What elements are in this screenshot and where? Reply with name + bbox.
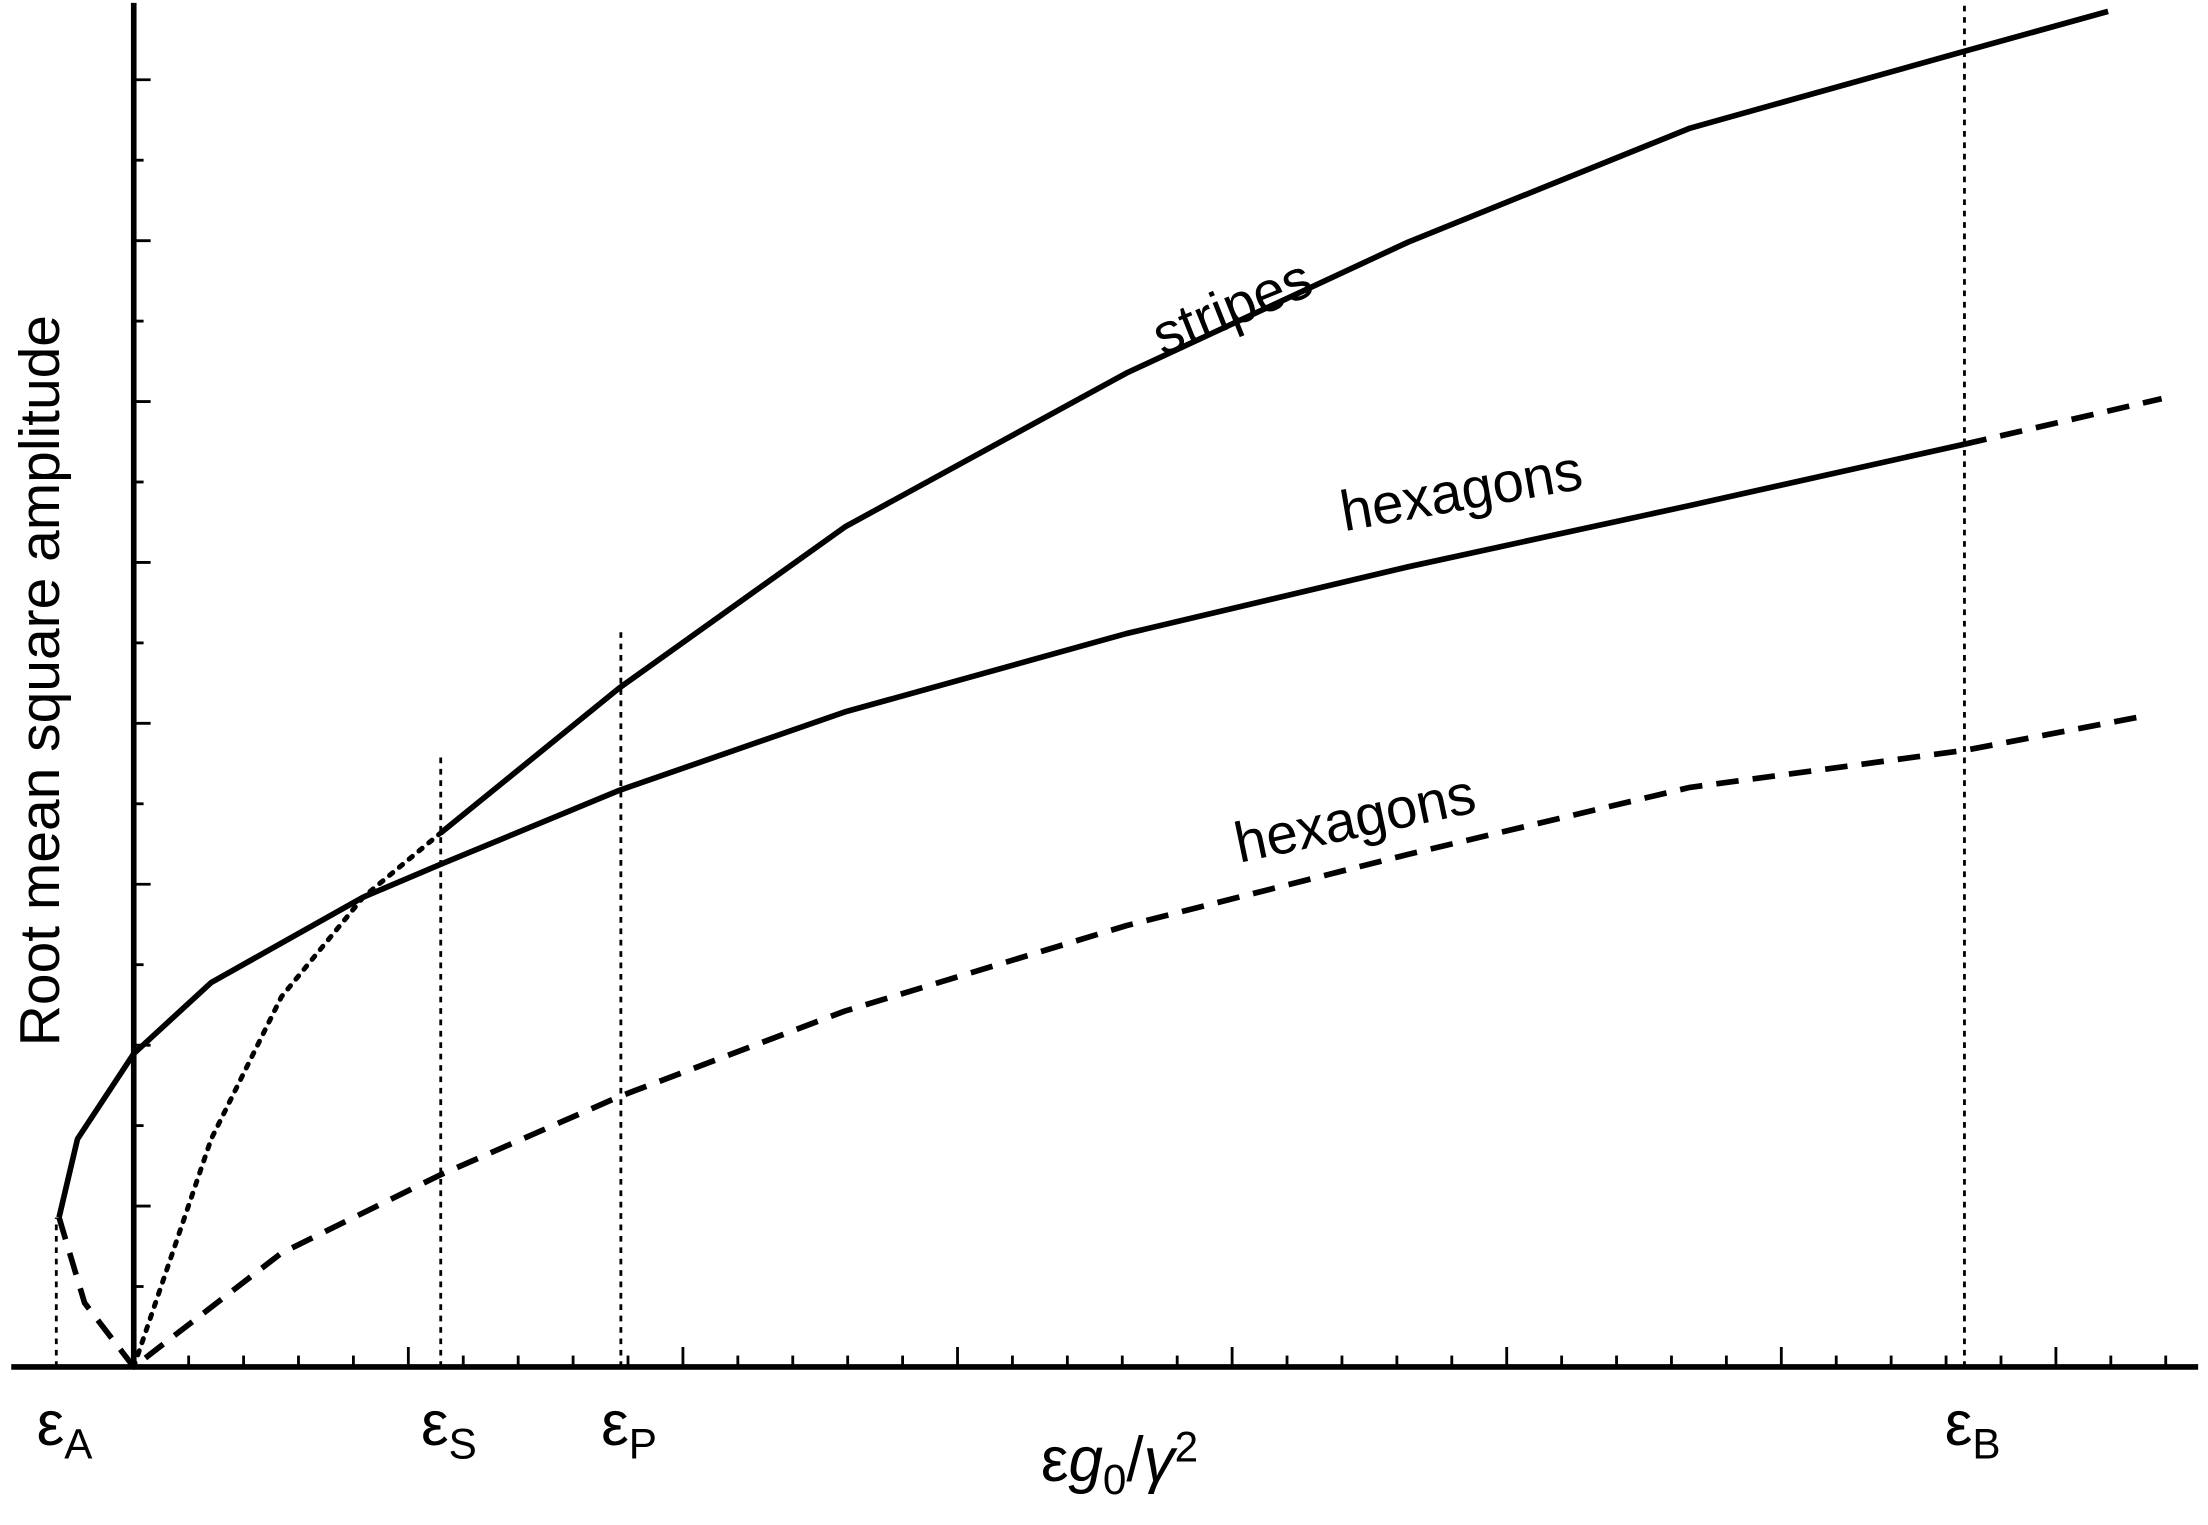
curve-label: stripes xyxy=(1144,247,1321,369)
marker-subscript: S xyxy=(449,1421,477,1468)
curve xyxy=(438,8,2109,836)
curve xyxy=(56,713,2144,1370)
marker-subscript: B xyxy=(1972,1421,2000,1468)
x-axis-label-part: / xyxy=(1126,1426,1144,1495)
curve xyxy=(131,830,444,1370)
marker-subscript: A xyxy=(64,1421,93,1468)
marker-label: εA xyxy=(37,1390,93,1468)
x-axis-label-part: γ xyxy=(1144,1426,1179,1495)
x-axis-label-part: g xyxy=(1068,1426,1103,1495)
marker-symbol: ε xyxy=(1945,1390,1973,1459)
marker-label: εP xyxy=(601,1390,657,1468)
marker-label: εB xyxy=(1945,1390,2001,1468)
marker-subscript: P xyxy=(629,1421,657,1468)
x-axis-label-part: 0 xyxy=(1103,1456,1126,1503)
x-axis-label-part: 2 xyxy=(1175,1425,1198,1472)
marker-label: εS xyxy=(421,1390,477,1468)
marker-symbol: ε xyxy=(37,1390,65,1459)
y-axis-label: Root mean square amplitude xyxy=(9,315,72,1046)
curve-label: hexagons xyxy=(1336,439,1587,544)
curve xyxy=(1963,395,2163,447)
x-axis-label-part: ε xyxy=(1041,1426,1069,1495)
x-axis-label: εg0/γ2 xyxy=(1041,1425,1198,1504)
curve-label: hexagons xyxy=(1229,762,1481,875)
marker-symbol: ε xyxy=(421,1390,449,1459)
marker-symbol: ε xyxy=(601,1390,629,1459)
curve xyxy=(56,441,1966,1219)
